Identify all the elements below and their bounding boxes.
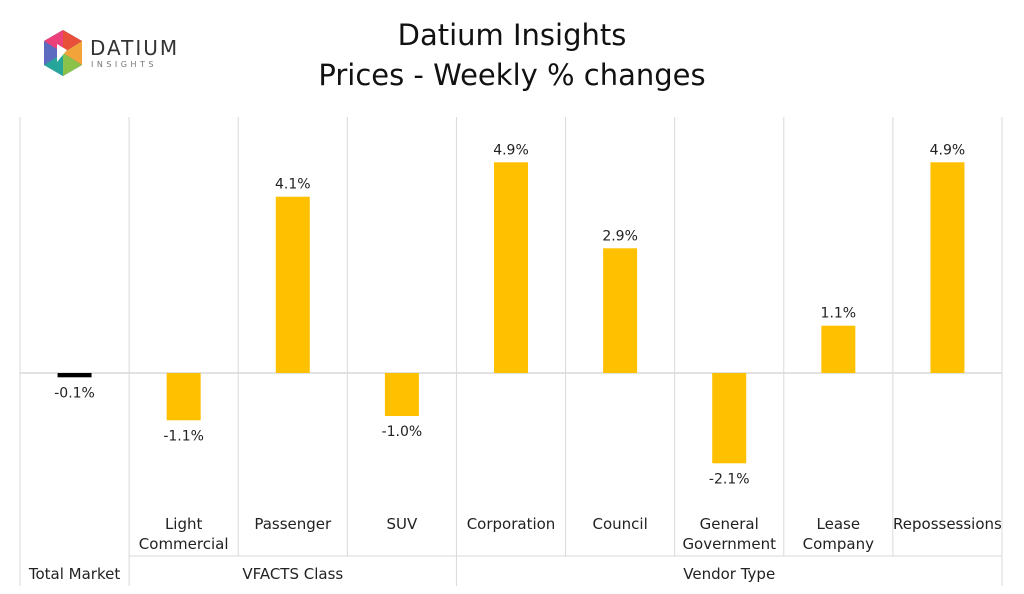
bar-corporation: [494, 162, 528, 373]
category-label: Commercial: [139, 535, 229, 553]
category-label: Government: [682, 535, 776, 553]
category-label: SUV: [387, 515, 419, 533]
logo-subtitle: INSIGHTS: [91, 60, 157, 69]
datium-logo: DATIUM INSIGHTS: [38, 26, 188, 82]
data-label: 2.9%: [602, 228, 638, 244]
category-label: Repossessions: [893, 515, 1002, 533]
data-label: -0.1%: [54, 385, 95, 401]
category-label: General: [700, 515, 759, 533]
bar-repossessions: [930, 162, 965, 373]
bar-total-market: [57, 373, 92, 378]
data-label: 4.9%: [493, 142, 529, 158]
category-label: Total Market: [28, 565, 120, 583]
data-label: -1.0%: [382, 424, 423, 440]
bar-suv: [384, 373, 419, 416]
data-label: 4.1%: [275, 177, 311, 193]
chart-subtitle: Prices - Weekly % changes: [318, 58, 706, 92]
chart-title: Datium Insights: [397, 18, 627, 52]
bar-general-government: [712, 373, 747, 464]
data-label: 1.1%: [821, 306, 857, 322]
bar-light-commercial: [166, 373, 201, 421]
datium-logo-icon: [44, 30, 82, 76]
category-label: Council: [592, 515, 647, 533]
bar-passenger: [275, 196, 310, 373]
category-label: Lease: [817, 515, 861, 533]
data-label: -2.1%: [709, 471, 750, 487]
category-label: Company: [803, 535, 874, 553]
group-label: Vendor Type: [683, 565, 775, 583]
group-label: VFACTS Class: [242, 565, 343, 583]
category-label: Passenger: [254, 515, 332, 533]
bar-council: [603, 248, 638, 373]
data-label: 4.9%: [930, 142, 966, 158]
category-label: Corporation: [467, 515, 556, 533]
logo-name: DATIUM: [90, 36, 180, 60]
category-label: Light: [165, 515, 203, 533]
bar-lease-company: [821, 325, 856, 373]
data-label: -1.1%: [163, 428, 204, 444]
